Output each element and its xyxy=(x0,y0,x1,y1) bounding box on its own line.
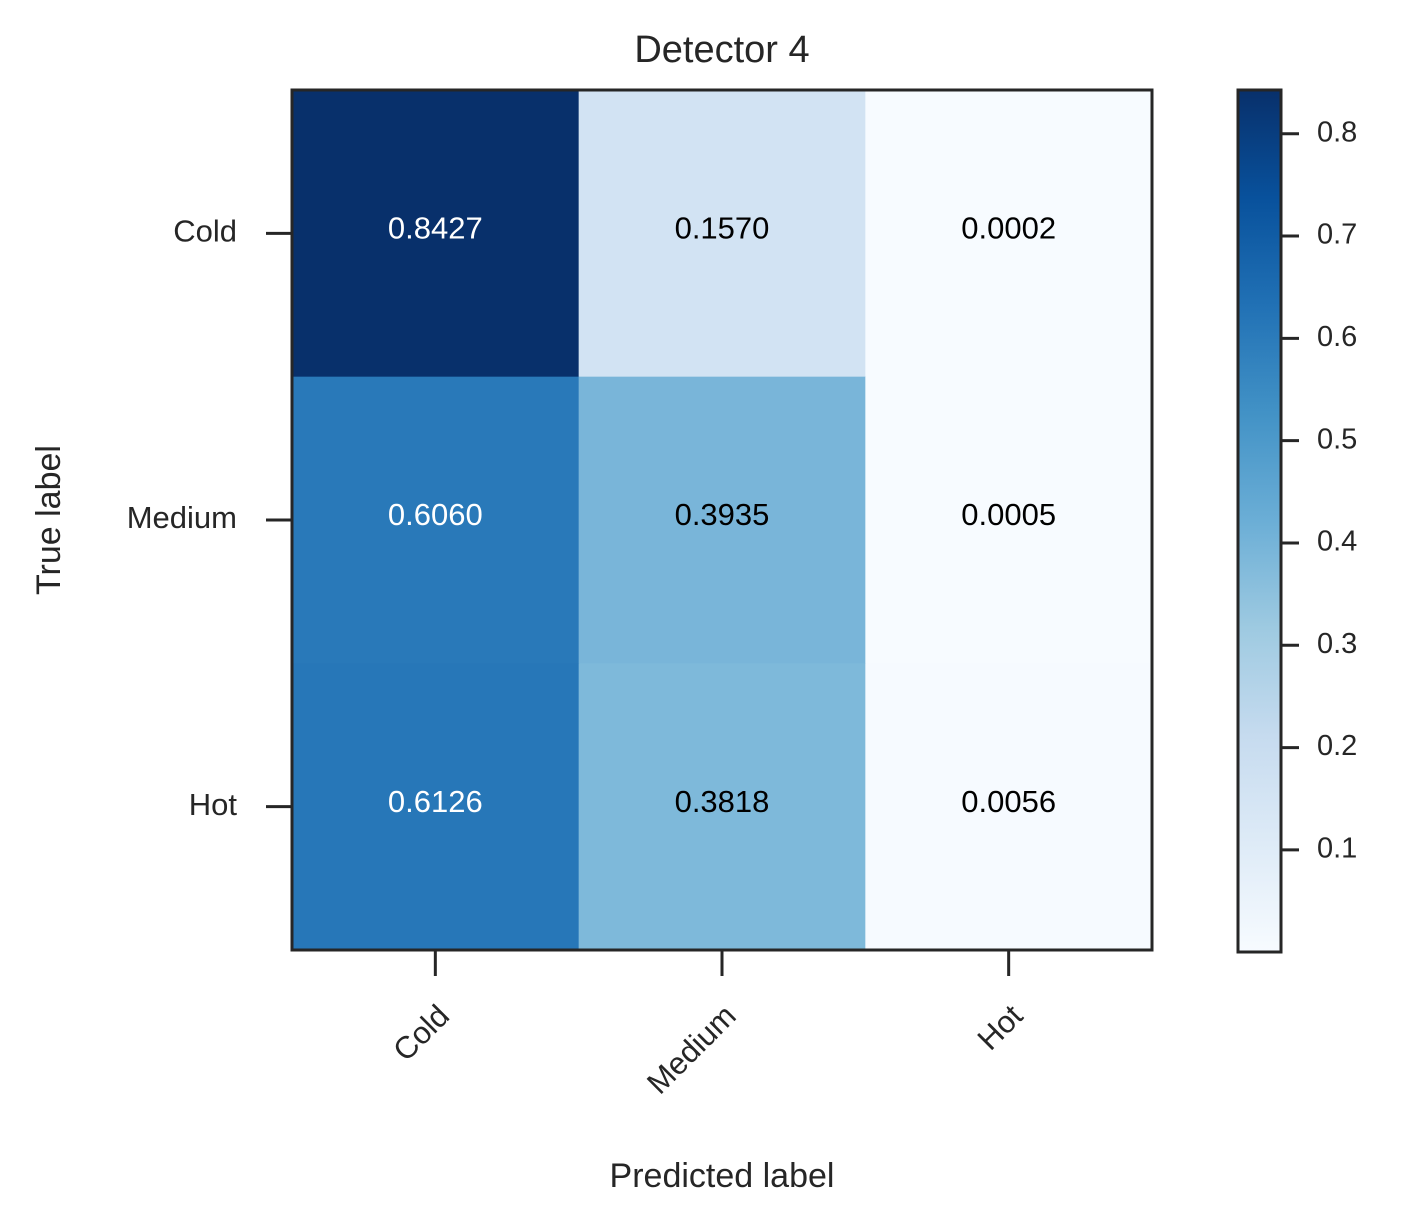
y-tick-label: Cold xyxy=(173,214,237,249)
colorbar-tick-label: 0.5 xyxy=(1317,423,1357,455)
cell-value-label: 0.0002 xyxy=(961,211,1056,246)
colorbar-tick-label: 0.1 xyxy=(1317,833,1357,865)
cell-value-label: 0.3818 xyxy=(675,784,770,819)
heatmap-cell xyxy=(578,376,866,664)
colorbar-tick-label: 0.3 xyxy=(1317,628,1357,660)
colorbar-tick-label: 0.8 xyxy=(1317,116,1357,148)
colorbar xyxy=(1236,88,1283,954)
heatmap-cell xyxy=(865,663,1153,951)
x-tick-label: Cold xyxy=(386,998,456,1068)
x-axis-ticks: Cold Medium Hot xyxy=(386,950,1030,1101)
heatmap-cell xyxy=(865,90,1153,378)
cell-value-label: 0.8427 xyxy=(388,211,483,246)
y-tick-label: Medium xyxy=(127,500,237,535)
colorbar-tick-label: 0.4 xyxy=(1317,526,1357,558)
y-axis-label: True label xyxy=(30,445,68,595)
x-axis-label: Predicted label xyxy=(610,1157,835,1195)
heatmap-cell xyxy=(292,663,580,951)
heatmap-cell xyxy=(578,90,866,378)
heatmap-cell xyxy=(292,376,580,664)
heatmap-cell xyxy=(865,376,1153,664)
cell-value-label: 0.0056 xyxy=(961,784,1056,819)
colorbar-tick-label: 0.6 xyxy=(1317,321,1357,353)
x-tick-label: Medium xyxy=(640,998,743,1101)
y-axis-ticks: Cold Medium Hot xyxy=(127,214,292,822)
heatmap-cells xyxy=(292,90,1153,951)
colorbar-tick-label: 0.7 xyxy=(1317,219,1357,251)
cell-value-label: 0.0005 xyxy=(961,497,1056,532)
cell-value-label: 0.6060 xyxy=(388,497,483,532)
y-tick-label: Hot xyxy=(189,787,238,822)
heatmap-cell xyxy=(578,663,866,951)
cell-value-labels: 0.8427 0.1570 0.0002 0.6060 0.3935 0.0005 0.61… xyxy=(388,211,1056,819)
chart-title: Detector 4 xyxy=(634,29,809,71)
heatmap-cell xyxy=(292,90,580,378)
colorbar-tick-label: 0.2 xyxy=(1317,730,1357,762)
colorbar-ticks: 0.1 0.2 0.3 0.4 0.5 0.6 0.7 0.8 xyxy=(1281,116,1357,865)
cell-value-label: 0.6126 xyxy=(388,784,483,819)
x-tick-label: Hot xyxy=(971,998,1030,1057)
cell-value-label: 0.1570 xyxy=(675,211,770,246)
cell-value-label: 0.3935 xyxy=(675,497,770,532)
